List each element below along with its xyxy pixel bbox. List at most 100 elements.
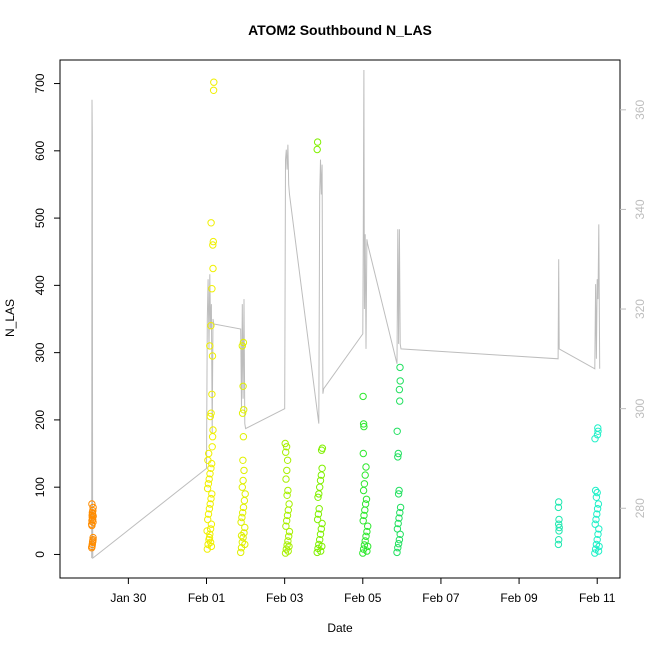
data-point	[396, 377, 404, 385]
data-point	[363, 527, 371, 536]
data-point	[393, 427, 401, 435]
data-point	[394, 490, 403, 498]
data-point	[313, 515, 322, 524]
x-tick-label: Feb 03	[266, 591, 304, 605]
data-point	[315, 505, 323, 513]
data-point	[555, 498, 563, 506]
data-point	[206, 470, 214, 478]
plot-frame	[59, 59, 621, 579]
data-point	[205, 449, 213, 458]
right-y-tick-label: 340	[633, 199, 647, 219]
data-point	[89, 533, 97, 542]
data-point	[237, 548, 245, 557]
data-point	[209, 241, 217, 249]
data-point	[282, 443, 291, 451]
data-point	[555, 536, 563, 544]
data-point	[359, 549, 367, 557]
data-point	[318, 444, 327, 452]
data-point	[313, 548, 321, 557]
data-point	[89, 503, 97, 512]
data-point	[395, 514, 403, 522]
data-point	[316, 536, 324, 544]
data-point	[313, 138, 322, 146]
data-point	[205, 505, 214, 513]
data-point	[359, 449, 367, 458]
x-tick-label: Feb 09	[500, 591, 538, 605]
data-point	[316, 483, 324, 491]
data-point	[240, 466, 248, 475]
data-point	[238, 483, 247, 491]
data-point	[203, 527, 211, 535]
data-point	[89, 536, 97, 544]
data-point	[284, 547, 292, 555]
data-point	[208, 490, 216, 498]
data-point	[238, 409, 247, 417]
data-point	[207, 520, 216, 528]
data-point	[396, 363, 404, 372]
data-point	[239, 533, 247, 542]
data-point	[207, 409, 215, 417]
data-point	[393, 548, 401, 557]
y-tick-label: 400	[33, 275, 47, 295]
data-point	[206, 538, 215, 546]
x-axis-label: Date	[327, 621, 353, 635]
y-axis-label: N_LAS	[3, 299, 17, 337]
data-point	[318, 464, 326, 472]
right-y-tick-label: 320	[633, 299, 647, 319]
data-point	[204, 480, 213, 488]
data-point	[205, 475, 213, 483]
data-point	[317, 525, 325, 533]
right-y-tick-label: 300	[633, 398, 647, 418]
right-y-tick-label: 280	[633, 498, 647, 518]
data-point	[316, 476, 325, 485]
data-point	[207, 494, 215, 503]
data-point	[285, 542, 293, 551]
data-point	[591, 520, 599, 528]
data-point	[238, 513, 246, 522]
y-tick-label: 300	[33, 342, 47, 362]
data-point	[314, 510, 323, 518]
data-point	[207, 219, 215, 227]
data-point	[593, 510, 601, 518]
data-point	[203, 484, 212, 493]
data-point	[364, 522, 372, 530]
data-point	[240, 496, 249, 505]
data-point	[285, 532, 293, 540]
data-point	[318, 542, 326, 551]
data-point	[240, 406, 248, 414]
data-point	[237, 518, 245, 526]
data-point	[554, 503, 563, 512]
chart-title: ATOM2 Southbound N_LAS	[248, 22, 432, 38]
y-tick-label: 600	[33, 140, 47, 160]
data-point	[555, 523, 563, 532]
data-point	[359, 420, 368, 428]
data-point	[359, 392, 367, 401]
data-point	[206, 412, 215, 421]
data-point	[206, 525, 215, 533]
data-point	[316, 530, 325, 538]
data-point	[88, 538, 97, 546]
data-point	[209, 264, 217, 273]
data-point	[283, 466, 291, 475]
data-point	[361, 500, 370, 508]
x-tick-label: Feb 05	[344, 591, 382, 605]
data-point	[208, 285, 216, 293]
points-layer	[88, 78, 603, 557]
data-point	[284, 486, 292, 495]
data-point	[318, 519, 326, 528]
data-point	[595, 525, 603, 533]
data-point	[204, 510, 213, 518]
x-axis: Jan 30 Feb 01 Feb 03 Feb 05 Feb 07 Feb 09 Feb …	[110, 577, 616, 605]
data-point	[364, 542, 372, 551]
data-point	[207, 322, 215, 330]
data-point	[554, 540, 563, 549]
data-point	[591, 486, 600, 495]
data-point	[282, 448, 290, 456]
data-point	[593, 488, 601, 497]
data-point	[239, 456, 247, 464]
y-tick-label: 200	[33, 410, 47, 430]
data-point	[317, 547, 325, 555]
data-point	[362, 532, 370, 540]
x-tick-label: Jan 30	[110, 591, 146, 605]
data-point	[285, 527, 294, 536]
